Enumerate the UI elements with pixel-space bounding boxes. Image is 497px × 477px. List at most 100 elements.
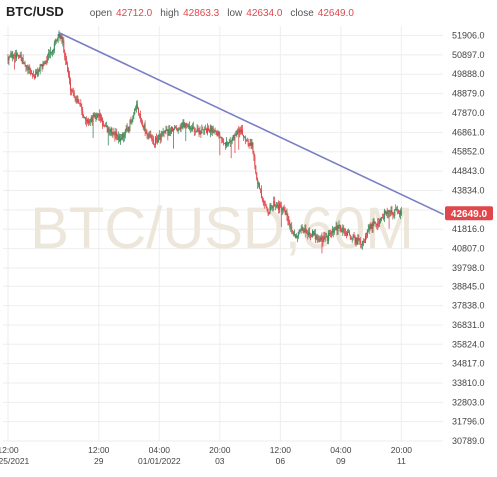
candle — [351, 237, 353, 243]
y-tick-label: 38845.0 — [452, 281, 485, 291]
candle-body — [381, 217, 383, 219]
candle-body — [361, 244, 363, 245]
y-tick-label: 31796.0 — [452, 417, 485, 427]
candle-body — [27, 66, 29, 70]
candle — [201, 124, 203, 134]
candle — [153, 135, 155, 146]
candle-body — [264, 203, 266, 205]
candle-body — [97, 114, 99, 115]
candle — [388, 209, 390, 229]
candle — [211, 125, 213, 137]
candle — [221, 136, 223, 144]
candle — [239, 127, 241, 138]
trend-line[interactable] — [58, 31, 444, 215]
candle — [384, 209, 386, 215]
candle-body — [87, 119, 89, 124]
candle-body — [28, 67, 30, 70]
candle-body — [365, 235, 367, 237]
candle — [159, 133, 161, 144]
candle-body — [367, 229, 369, 231]
candle-body — [32, 73, 34, 76]
candle-body — [294, 234, 296, 235]
x-tick-time: 20:00 — [391, 445, 413, 455]
candle-body — [346, 232, 348, 236]
candle-body — [55, 39, 57, 42]
candle — [98, 113, 100, 121]
y-tick-label: 49888.0 — [452, 69, 485, 79]
candle-body — [67, 64, 69, 71]
candle-body — [328, 233, 330, 241]
candle — [258, 181, 260, 188]
candle — [312, 230, 314, 237]
candle — [145, 128, 147, 134]
candle — [131, 119, 133, 125]
candle-body — [351, 237, 353, 239]
candle-body — [347, 231, 349, 233]
candle — [37, 68, 39, 77]
candle-body — [138, 108, 139, 114]
candle — [327, 235, 329, 245]
candle — [53, 40, 55, 54]
candle — [7, 54, 9, 65]
candle-body — [120, 138, 122, 140]
candle-body — [40, 64, 42, 66]
candle — [359, 238, 361, 245]
candle-body — [162, 132, 164, 134]
candle — [318, 235, 320, 243]
candle — [144, 120, 146, 137]
candle — [253, 150, 255, 161]
candle — [398, 209, 400, 214]
candle — [249, 138, 251, 146]
candle-body — [70, 90, 72, 91]
candle-body — [335, 225, 337, 228]
candle — [246, 137, 248, 142]
candle-body — [297, 232, 299, 238]
candle-body — [322, 238, 324, 242]
candle-body — [132, 116, 134, 120]
candle-body — [171, 126, 173, 132]
candle-body — [312, 230, 313, 237]
candle-body — [164, 130, 166, 133]
candle-body — [391, 210, 393, 215]
candle-body — [163, 132, 165, 134]
candle-body — [232, 138, 234, 141]
candle — [205, 124, 207, 131]
candle — [381, 213, 383, 219]
y-tick-label: 33810.0 — [452, 378, 485, 388]
candle — [376, 223, 378, 230]
candle-body — [59, 33, 61, 39]
candle-body — [374, 221, 376, 224]
candle-body — [266, 208, 268, 210]
candle — [123, 132, 125, 142]
candles — [7, 30, 402, 254]
candle — [194, 127, 196, 136]
candle-body — [99, 114, 101, 117]
candle-body — [186, 123, 188, 127]
candle-body — [150, 134, 152, 139]
candle-body — [268, 212, 270, 214]
candle-body — [83, 116, 85, 119]
candle — [50, 46, 52, 59]
candle-body — [63, 40, 65, 52]
y-tick-label: 30789.0 — [452, 436, 485, 446]
candle — [120, 134, 122, 145]
candle-body — [272, 207, 274, 208]
candle — [216, 130, 218, 137]
candle — [225, 141, 226, 150]
candle — [44, 60, 46, 65]
candle — [337, 225, 339, 235]
candle — [240, 126, 242, 135]
candle — [157, 134, 159, 143]
candle — [270, 202, 272, 211]
candle-body — [115, 132, 117, 137]
candle-body — [396, 208, 398, 210]
candle — [350, 236, 352, 240]
candle — [114, 131, 116, 142]
candle — [275, 204, 277, 211]
candle — [108, 126, 110, 136]
candle-body — [395, 208, 397, 210]
candle — [332, 227, 334, 238]
candle — [74, 95, 76, 102]
candle-body — [284, 209, 286, 213]
